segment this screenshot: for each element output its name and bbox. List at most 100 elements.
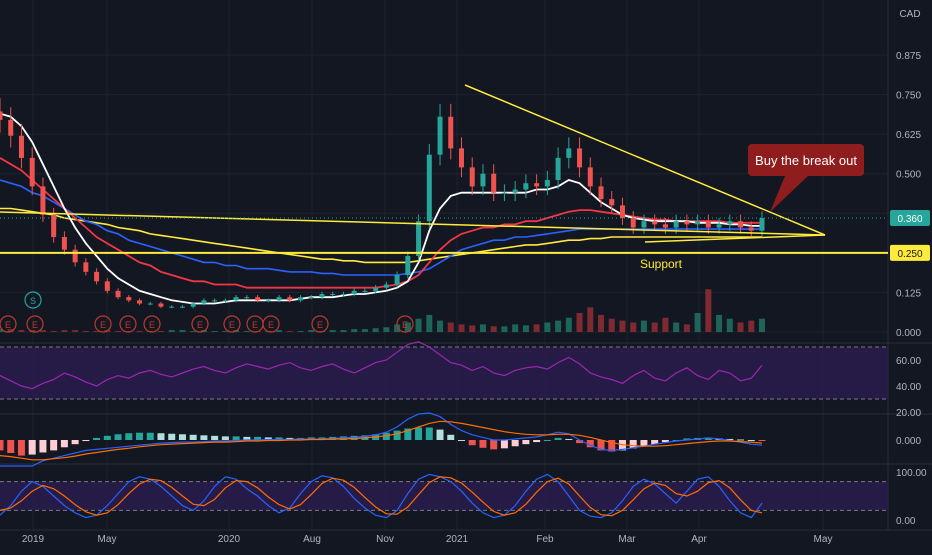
macd-histogram-bar bbox=[200, 435, 208, 440]
macd-histogram-bar bbox=[7, 440, 15, 453]
candle-body bbox=[330, 294, 336, 296]
earnings-marker-circle bbox=[223, 315, 241, 333]
earnings-marker-label: E bbox=[32, 320, 38, 330]
current-price-tag bbox=[890, 210, 930, 227]
rsi-tick-label: 20.00 bbox=[896, 408, 921, 419]
volume-bar bbox=[72, 330, 79, 332]
candle-body bbox=[652, 221, 658, 225]
earnings-marker-label: E bbox=[252, 320, 258, 330]
volume-bar bbox=[522, 325, 529, 332]
earnings-marker: E bbox=[191, 315, 209, 333]
time-tick-label: 2021 bbox=[446, 534, 469, 545]
macd-histogram-bar bbox=[0, 440, 4, 451]
drawings-layer bbox=[0, 84, 888, 254]
support-price-label: 0.250 bbox=[897, 249, 922, 260]
volume-bar bbox=[415, 318, 422, 332]
macd-panel: 0.000 bbox=[0, 412, 921, 467]
candle-body bbox=[298, 297, 304, 301]
volume-bar bbox=[0, 329, 3, 332]
stoch-d-line bbox=[0, 476, 763, 517]
earnings-marker-circle bbox=[396, 315, 414, 333]
volume-bar bbox=[576, 313, 583, 332]
candle-body bbox=[405, 256, 411, 276]
candle-body bbox=[705, 221, 711, 228]
candle-body bbox=[598, 186, 604, 200]
candle-body bbox=[383, 284, 389, 288]
candle-body bbox=[512, 189, 518, 193]
volume-bar bbox=[447, 322, 454, 332]
stochastic-panel: 100.00 0.00 bbox=[0, 468, 927, 527]
volume-bar bbox=[512, 324, 519, 332]
stoch-band bbox=[0, 481, 888, 511]
macd-histogram-bar bbox=[533, 440, 541, 443]
candle-body bbox=[641, 221, 647, 228]
macd-histogram-bar bbox=[136, 432, 144, 440]
volume-bar bbox=[222, 331, 229, 332]
earnings-marker: E bbox=[94, 315, 112, 333]
earnings-marker: E bbox=[0, 315, 17, 333]
volume-bar bbox=[340, 330, 347, 332]
volume-bar bbox=[211, 331, 218, 332]
volume-bar bbox=[157, 331, 164, 332]
price-tick-label: 0.625 bbox=[896, 130, 921, 141]
candle-body bbox=[458, 148, 464, 168]
volume-bar bbox=[372, 328, 379, 332]
candle-body bbox=[212, 300, 218, 302]
candle-body bbox=[115, 290, 121, 298]
price-tick-label: 0.500 bbox=[896, 170, 921, 181]
volume-bar bbox=[115, 331, 122, 332]
earnings-marker: E bbox=[26, 315, 44, 333]
split-marker: S bbox=[24, 291, 42, 309]
volume-bar bbox=[640, 320, 647, 332]
macd-histogram-bar bbox=[157, 433, 165, 440]
macd-histogram-bar bbox=[125, 433, 133, 440]
volume-bar bbox=[82, 331, 89, 332]
time-tick-label: 2020 bbox=[218, 534, 241, 545]
ascending-trendline bbox=[644, 234, 826, 243]
macd-histogram-bar bbox=[726, 438, 734, 440]
support-price-tag bbox=[890, 244, 930, 261]
volume-bar bbox=[469, 325, 476, 332]
price-tick-label: 0.875 bbox=[896, 51, 921, 62]
volume-bar bbox=[673, 322, 680, 332]
candle-body bbox=[40, 186, 46, 215]
candle-body bbox=[319, 294, 325, 298]
volume-bar bbox=[136, 331, 143, 332]
candle-body bbox=[491, 173, 497, 193]
macd-histogram-bar bbox=[608, 440, 616, 452]
moving-averages-layer bbox=[0, 112, 762, 305]
stoch-tick-label: 0.00 bbox=[896, 516, 916, 527]
earnings-marker: E bbox=[396, 315, 414, 333]
volume-bar bbox=[329, 330, 336, 332]
macd-histogram-bar bbox=[447, 434, 455, 440]
callout-bubble[interactable]: Buy the break out bbox=[748, 144, 864, 212]
candle-body bbox=[158, 303, 164, 307]
earnings-marker-circle bbox=[26, 315, 44, 333]
volume-bar bbox=[748, 320, 755, 332]
time-tick-label: Feb bbox=[536, 534, 554, 545]
earnings-marker: E bbox=[223, 315, 241, 333]
event-markers-layer: E E E E E E E E E E ES bbox=[0, 291, 414, 333]
earnings-marker: E bbox=[246, 315, 264, 333]
rsi-tick-label: 40.00 bbox=[896, 382, 921, 393]
candle-body bbox=[83, 262, 89, 272]
currency-label[interactable]: CAD bbox=[899, 9, 920, 20]
earnings-marker-label: E bbox=[125, 320, 131, 330]
volume-bar bbox=[7, 329, 14, 332]
candle-body bbox=[373, 287, 379, 291]
volume-bar bbox=[598, 314, 605, 332]
earnings-marker-label: E bbox=[229, 320, 235, 330]
volume-bar bbox=[533, 324, 540, 332]
earnings-marker: E bbox=[311, 315, 329, 333]
candle-body bbox=[523, 183, 529, 190]
candle-body bbox=[469, 167, 475, 187]
candle-body bbox=[759, 218, 765, 231]
time-tick-label: Aug bbox=[303, 534, 321, 545]
volume-bar bbox=[630, 322, 637, 332]
callout-text: Buy the break out bbox=[755, 153, 857, 168]
macd-histogram-bar bbox=[189, 434, 197, 440]
candle-body bbox=[362, 290, 368, 292]
candles-layer bbox=[0, 98, 765, 309]
